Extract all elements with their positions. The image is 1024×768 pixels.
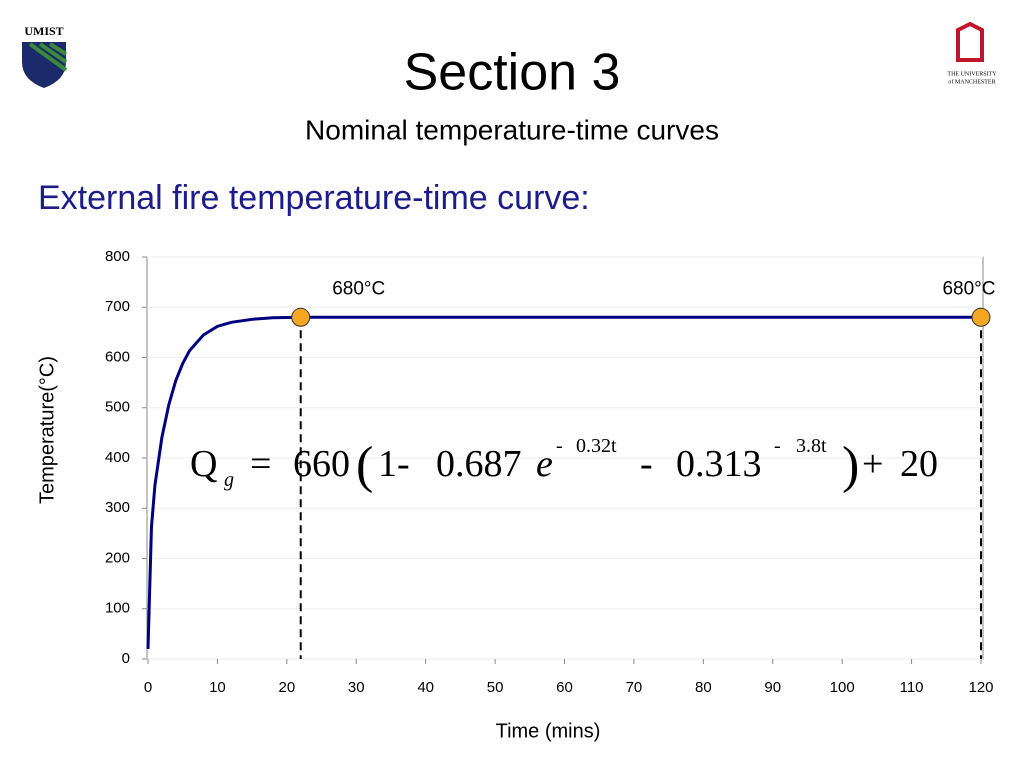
formula-part: 0.32t — [576, 435, 617, 457]
formula-part: - — [640, 443, 653, 485]
point-marker — [971, 307, 991, 327]
x-tick-label: 30 — [348, 679, 365, 696]
logo-text: THE UNIVERSITY — [947, 71, 997, 77]
formula-part: 660 — [293, 443, 350, 485]
y-tick-label: 600 — [105, 348, 130, 365]
formula-part: 1- — [378, 443, 410, 485]
y-tick-label: 700 — [105, 298, 130, 315]
x-tick-label: 10 — [209, 679, 226, 696]
formula-part: ( — [356, 437, 373, 494]
slide-title: Section 3 — [404, 44, 621, 102]
umist-logo: UMIST — [22, 24, 68, 88]
y-tick-label: 100 — [105, 600, 130, 617]
formula-part: e — [536, 443, 553, 485]
y-tick-label: 200 — [105, 549, 130, 566]
x-tick-label: 50 — [487, 679, 504, 696]
x-tick-label: 60 — [556, 679, 573, 696]
formula-part: = — [250, 443, 271, 485]
x-tick-label: 70 — [626, 679, 643, 696]
formula-part: ) — [842, 437, 859, 494]
y-tick-label: 800 — [105, 248, 130, 265]
temperature-curve — [146, 315, 981, 649]
formula-part: + — [862, 443, 883, 485]
y-tick-label: 0 — [122, 650, 130, 667]
formula-part: g — [224, 469, 234, 491]
manchester-logo: THE UNIVERSITY of MANCHESTER — [947, 21, 997, 85]
x-tick-label: 80 — [695, 679, 712, 696]
logo-stripes — [28, 42, 68, 72]
point-marker — [291, 307, 311, 327]
formula-part: 0.687 — [436, 443, 522, 485]
y-tick-label: 300 — [105, 499, 130, 516]
formula-part: - — [556, 435, 563, 457]
formula: Q g = 660 ( 1- 0.687 e - 0.32t - 0.313 -… — [190, 435, 938, 494]
formula-part: 0.313 — [676, 443, 762, 485]
logo-mark — [956, 21, 984, 62]
y-tick-label: 500 — [105, 399, 130, 416]
x-tick-label: 100 — [830, 679, 855, 696]
formula-part: 3.8t — [796, 435, 827, 457]
x-tick-label: 90 — [764, 679, 781, 696]
x-tick-label: 110 — [900, 679, 924, 696]
x-tick-label: 120 — [968, 679, 993, 696]
slide-subtitle: Nominal temperature-time curves — [305, 114, 719, 145]
formula-part: 20 — [900, 443, 938, 485]
x-tick-label: 0 — [144, 679, 152, 696]
y-axis-label: Temperature(°C) — [36, 356, 58, 504]
y-tick-label: 400 — [105, 449, 130, 466]
x-tick-label: 20 — [278, 679, 295, 696]
x-axis-label: Time (mins) — [496, 720, 601, 742]
logo-text: of MANCHESTER — [948, 78, 995, 85]
logo-text: UMIST — [24, 24, 63, 38]
value-label: 680°C — [332, 278, 385, 299]
formula-part: Q — [190, 443, 217, 485]
x-tick-label: 40 — [417, 679, 434, 696]
formula-part: - — [774, 435, 781, 457]
value-label: 680°C — [942, 278, 995, 299]
heading: External fire temperature-time curve: — [38, 179, 590, 217]
